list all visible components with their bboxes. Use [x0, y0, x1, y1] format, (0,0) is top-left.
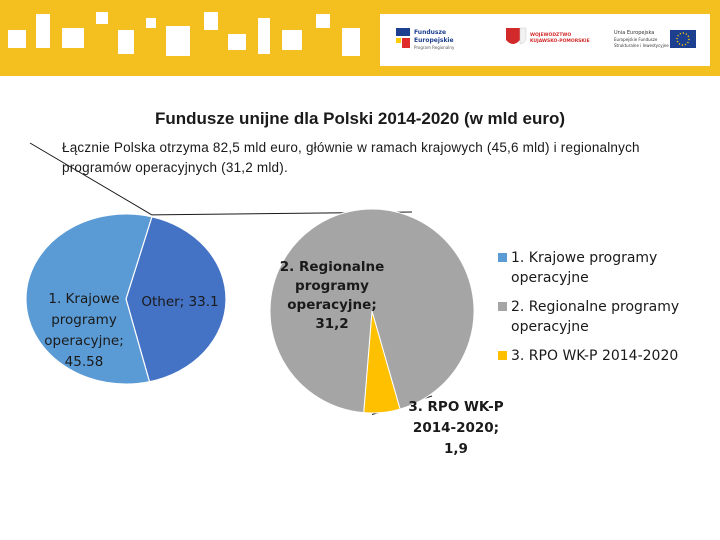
slice-label-rpo: 3. RPO WK-P 2014-2020; 1,9	[408, 399, 503, 457]
banner-decoration	[204, 12, 218, 30]
banner-decoration	[166, 26, 190, 56]
pie-slice-krajowe	[25, 213, 153, 385]
legend-entry: 2. Regionalne programy operacyjne	[511, 299, 679, 335]
legend-entry: 1. Krajowe programy operacyjne	[511, 250, 657, 286]
banner-decoration	[118, 30, 134, 54]
pie-slice-regionalne	[269, 208, 475, 414]
region-logo-line: WOJEWÓDZTWO	[530, 31, 571, 38]
banner-decoration	[146, 18, 156, 28]
fe-star-icon: Fundusze Europejskie Program Regionalny	[396, 28, 455, 50]
legend-entry: 3. RPO WK-P 2014-2020	[511, 348, 678, 364]
banner-decoration	[8, 30, 26, 48]
region-logo-line: KUJAWSKO-POMORSKIE	[530, 38, 590, 44]
region-crest-icon: WOJEWÓDZTWO KUJAWSKO-POMORSKIE	[506, 27, 590, 45]
eu-logo-line: Europejskie Fundusze	[614, 37, 658, 42]
banner-decoration	[36, 14, 50, 48]
region-logo: WOJEWÓDZTWO KUJAWSKO-POMORSKIE	[498, 14, 594, 66]
banner-decoration	[282, 30, 302, 50]
logo-strip: Fundusze Europejskie Program Regionalny …	[380, 14, 710, 66]
banner-decoration	[96, 12, 108, 24]
fe-logo-line: Fundusze	[414, 29, 446, 36]
eu-logo: Unia Europejska Europejskie Fundusze Str…	[612, 14, 708, 66]
banner-decoration	[316, 14, 330, 28]
connector-line-top	[29, 142, 153, 216]
banner-decoration	[258, 18, 270, 54]
slide-subtitle: Łącznie Polska otrzyma 82,5 mld euro, gł…	[62, 140, 640, 175]
banner-decoration	[62, 28, 84, 48]
banner-decoration	[228, 34, 246, 50]
slice-label-regionalne: 2. Regionalne programy operacyjne; 31,2	[280, 259, 384, 332]
eu-logo-line: Strukturalne i Inwestycyjne	[614, 43, 669, 48]
fe-logo-line: Program Regionalny	[414, 45, 455, 50]
eu-logo-line: Unia Europejska	[614, 30, 654, 36]
pie-slice-other	[125, 216, 227, 383]
legend-swatch	[498, 253, 507, 262]
fundusze-europejskie-logo: Fundusze Europejskie Program Regionalny	[392, 14, 472, 66]
legend-swatch	[498, 351, 507, 360]
header-banner: Fundusze Europejskie Program Regionalny …	[0, 0, 720, 76]
eu-flag-icon: Unia Europejska Europejskie Fundusze Str…	[614, 30, 696, 48]
banner-decoration	[342, 28, 360, 56]
fe-logo-line: Europejskie	[414, 37, 454, 44]
slice-label-krajowe: 1. Krajowe programy operacyjne; 45.58	[44, 291, 124, 370]
slice-label-other: Other; 33.1	[141, 294, 218, 310]
slide-title: Fundusze unijne dla Polski 2014-2020 (w …	[155, 109, 565, 128]
legend-swatch	[498, 302, 507, 311]
